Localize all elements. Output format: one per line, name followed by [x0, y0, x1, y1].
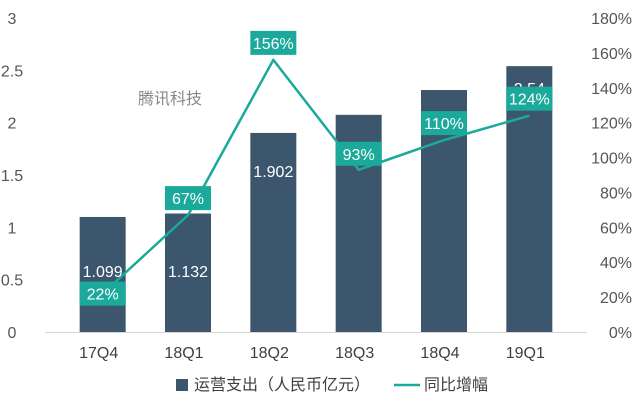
x-axis-category-label: 17Q4 [79, 345, 118, 362]
left-axis-tick-label: 0 [8, 325, 17, 342]
right-axis-tick-label: 140% [591, 81, 632, 98]
left-axis-tick-label: 1 [8, 220, 17, 237]
x-axis-category-label: 18Q1 [164, 345, 203, 362]
line-value-label: 22% [87, 287, 119, 304]
right-axis-tick-label: 20% [600, 290, 632, 307]
growth-line [101, 58, 530, 295]
line-value-box [335, 141, 382, 166]
line-value-label: 156% [253, 36, 294, 53]
right-axis-tick-label: 0% [609, 325, 632, 342]
left-axis-tick-label: 1.5 [1, 168, 23, 185]
bar [250, 132, 297, 332]
line-value-label: 93% [343, 147, 375, 164]
x-axis-category-label: 18Q3 [335, 345, 374, 362]
line-value-box [421, 111, 467, 136]
legend-label-line: 同比增幅 [424, 376, 488, 394]
right-axis-tick-label: 40% [600, 255, 632, 272]
left-axis-tick-label: 3 [8, 11, 17, 28]
line-value-box [79, 281, 126, 306]
right-axis-tick-label: 120% [591, 116, 632, 133]
right-axis-tick-label: 100% [591, 151, 632, 168]
left-axis-tick-label: 2 [8, 116, 17, 133]
right-axis-tick-label: 80% [600, 185, 632, 202]
line-value-box [506, 86, 553, 111]
line-value-label: 67% [172, 191, 204, 208]
x-axis-category-label: 18Q2 [250, 345, 289, 362]
legend-label-bar: 运营支出（人民币亿元） [194, 376, 370, 394]
left-axis-tick-label: 0.5 [1, 273, 23, 290]
right-axis-tick-label: 160% [591, 46, 632, 63]
line-value-label: 110% [424, 116, 464, 133]
x-axis-category-label: 18Q4 [420, 345, 459, 362]
bar-value-label: 1.132 [168, 264, 208, 281]
watermark: 腾讯科技 [138, 90, 202, 108]
line-value-box [165, 186, 211, 211]
bar [165, 213, 211, 332]
right-axis-tick-label: 60% [600, 220, 632, 237]
line-value-label: 124% [509, 92, 550, 109]
legend-swatch-bar [176, 379, 188, 391]
left-axis-tick-label: 2.5 [1, 63, 23, 80]
x-axis-category-label: 19Q1 [506, 345, 545, 362]
bar-value-label: 1.902 [253, 164, 293, 181]
bar [79, 216, 126, 332]
bar-value-label: 1.099 [83, 264, 123, 281]
line-value-box [250, 30, 297, 55]
right-axis-tick-label: 180% [591, 11, 632, 28]
